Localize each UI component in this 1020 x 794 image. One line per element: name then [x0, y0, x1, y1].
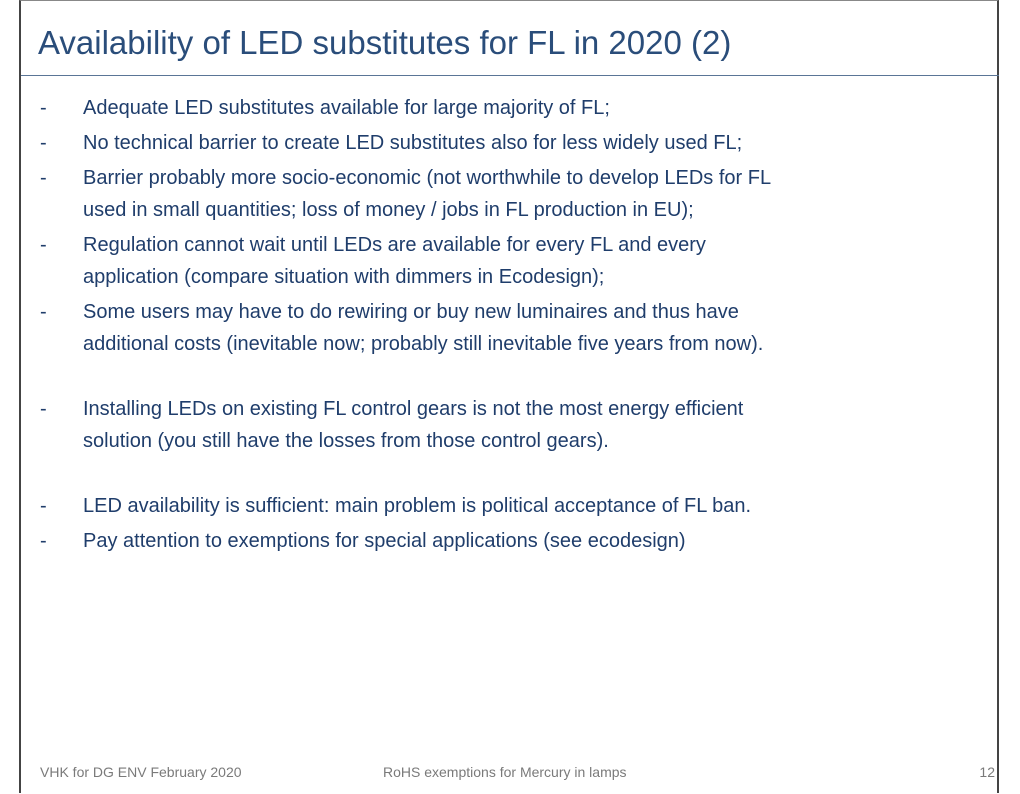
bullet-text: Barrier probably more socio-economic (no… — [83, 162, 771, 226]
bullet-item: - No technical barrier to create LED subs… — [40, 127, 1000, 159]
bullet-marker: - — [40, 495, 47, 517]
bullet-marker: - — [40, 97, 47, 119]
bullet-item: - LED availability is sufficient: main pr… — [40, 490, 1000, 522]
text-line: additional costs (inevitable now; probab… — [83, 333, 764, 355]
text-line: application (compare situation with dimm… — [83, 266, 605, 288]
page-number: 12 — [979, 764, 995, 780]
bullet-text: No technical barrier to create LED subst… — [83, 127, 742, 159]
text-line: solution (you still have the losses from… — [83, 430, 609, 452]
slide-frame — [19, 0, 999, 793]
footer-center: RoHS exemptions for Mercury in lamps — [383, 764, 627, 780]
text-line: No technical barrier to create LED subst… — [83, 132, 743, 154]
bullet-item: - Regulation cannot wait until LEDs are a… — [40, 229, 1000, 293]
text-line: Installing LEDs on existing FL control g… — [83, 398, 744, 420]
text-line: Pay attention to exemptions for special … — [83, 530, 686, 552]
bullet-text: Pay attention to exemptions for special … — [83, 525, 686, 557]
bullet-item: - Installing LEDs on existing FL control … — [40, 393, 1000, 457]
bullet-marker: - — [40, 398, 47, 420]
bullet-item: - Some users may have to do rewiring or b… — [40, 296, 1000, 360]
bullet-group: - Installing LEDs on existing FL control … — [40, 393, 1000, 457]
bullet-marker: - — [40, 530, 47, 552]
bullet-item: - Pay attention to exemptions for special… — [40, 525, 1000, 557]
text-line: used in small quantities; loss of money … — [83, 199, 694, 221]
slide-title: Availability of LED substitutes for FL i… — [38, 24, 732, 61]
text-line: Some users may have to do rewiring or bu… — [83, 301, 739, 323]
bullet-text: LED availability is sufficient: main pro… — [83, 490, 751, 522]
bullet-marker: - — [40, 234, 47, 256]
bullet-list: - Adequate LED substitutes available for … — [40, 92, 1000, 590]
text-line: LED availability is sufficient: main pro… — [83, 495, 752, 517]
bullet-text: Some users may have to do rewiring or bu… — [83, 296, 763, 360]
bullet-text: Installing LEDs on existing FL control g… — [83, 393, 743, 457]
bullet-text: Regulation cannot wait until LEDs are av… — [83, 229, 706, 293]
bullet-text: Adequate LED substitutes available for l… — [83, 92, 610, 124]
bullet-group: - LED availability is sufficient: main pr… — [40, 490, 1000, 557]
footer-left: VHK for DG ENV February 2020 — [40, 764, 242, 780]
bullet-marker: - — [40, 301, 47, 323]
bullet-group: - Adequate LED substitutes available for … — [40, 92, 1000, 360]
bullet-item: - Adequate LED substitutes available for … — [40, 92, 1000, 124]
bullet-marker: - — [40, 132, 47, 154]
bullet-item: - Barrier probably more socio-economic (n… — [40, 162, 1000, 226]
title-rule — [21, 75, 999, 76]
text-line: Barrier probably more socio-economic (no… — [83, 167, 772, 189]
text-line: Adequate LED substitutes available for l… — [83, 97, 610, 119]
text-line: Regulation cannot wait until LEDs are av… — [83, 234, 706, 256]
bullet-marker: - — [40, 167, 47, 189]
